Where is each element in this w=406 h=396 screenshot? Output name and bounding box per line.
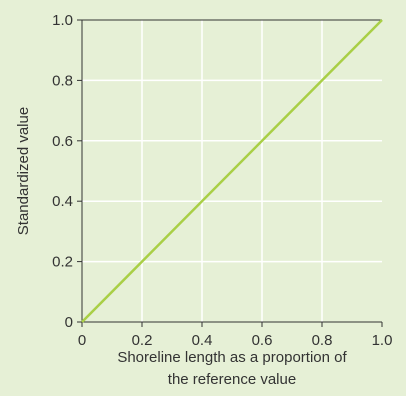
- x-tick-label: 0.4: [192, 332, 213, 349]
- y-tick-label: 1.0: [52, 12, 73, 29]
- x-axis-label-line-1: Shoreline length as a proportion of: [117, 349, 347, 366]
- grid: [82, 20, 382, 322]
- y-tick-label: 0.6: [52, 133, 73, 150]
- y-tick-label: 0.8: [52, 72, 73, 89]
- y-tick-label: 0: [65, 314, 73, 331]
- y-axis-label: Standardized value: [15, 107, 32, 235]
- y-tick-label: 0.4: [52, 193, 73, 210]
- x-tick-label: 0.8: [312, 332, 333, 349]
- x-tick-labels: 0 0.2 0.4 0.6 0.8 1.0: [78, 332, 393, 349]
- series-line-0: [81, 19, 383, 323]
- y-tick-label: 0.2: [52, 254, 73, 271]
- x-axis-label-line-2: the reference value: [168, 371, 296, 388]
- x-tick-label: 1.0: [372, 332, 393, 349]
- axes: [77, 19, 383, 327]
- y-tick-labels: 0 0.2 0.4 0.6 0.8 1.0: [52, 12, 73, 331]
- series-group: [81, 19, 383, 323]
- x-tick-label: 0: [78, 332, 86, 349]
- x-tick-label: 0.6: [252, 332, 273, 349]
- x-tick-label: 0.2: [132, 332, 153, 349]
